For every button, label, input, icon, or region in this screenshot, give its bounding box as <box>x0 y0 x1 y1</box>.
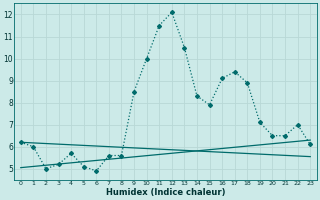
X-axis label: Humidex (Indice chaleur): Humidex (Indice chaleur) <box>106 188 225 197</box>
